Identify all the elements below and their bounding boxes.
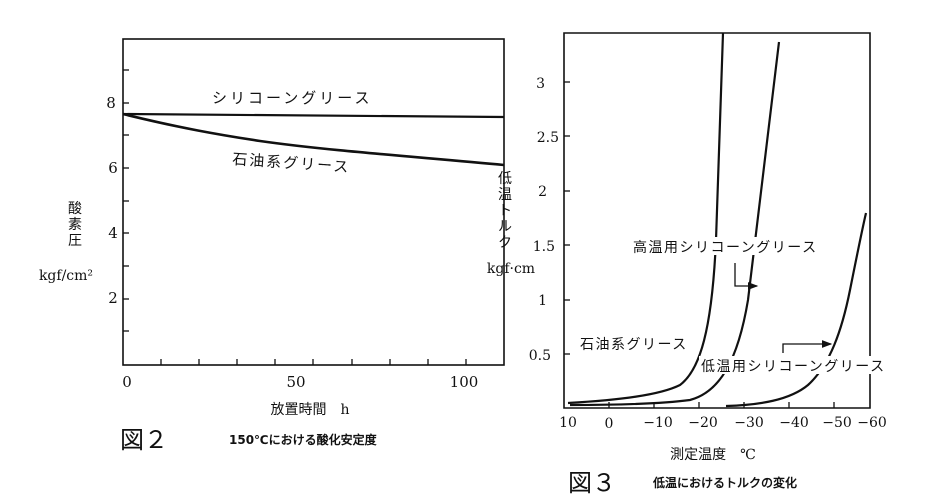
svg-text:ル: ル: [498, 219, 512, 235]
low-temp-silicone-label: 低温用シリコーングリース: [701, 359, 886, 375]
x-tick-label: −30: [734, 415, 764, 431]
y-tick-label: 0.5: [529, 348, 551, 364]
x-tick-label: 50: [286, 373, 305, 391]
high-temp-silicone-grease-curve: [569, 41, 781, 407]
x-tick-label: 0: [122, 373, 132, 391]
x-tick-label: 0: [605, 416, 614, 432]
svg-text:酸: 酸: [68, 201, 82, 217]
svg-text:温: 温: [498, 187, 512, 203]
svg-text:圧: 圧: [68, 233, 82, 249]
y-tick-label: 2.5: [537, 130, 559, 146]
x-tick-label: 100: [450, 373, 479, 391]
figure-3-number: 図３: [568, 469, 616, 497]
y-axis-unit: kgf/cm²: [39, 268, 93, 284]
petroleum-grease-label: 石油系グリース: [232, 150, 351, 176]
y-tick-label: 1: [538, 293, 547, 309]
y-tick-label: 3: [536, 76, 545, 92]
svg-text:素: 素: [68, 217, 82, 233]
x-tick-label: −50: [822, 415, 852, 431]
svg-text:ク: ク: [498, 235, 512, 251]
x-tick-label: −60: [857, 415, 887, 431]
figure-3-chart: 0.5 1 1.5 2 2.5 3 10 0 −10 −20 −30 −40 −…: [487, 32, 911, 497]
y-axis-label: 低 温 ト ル ク kgf·cm: [487, 171, 535, 277]
y-tick-label: 1.5: [533, 239, 555, 255]
y-axis-ticks: [564, 81, 570, 355]
svg-text:低: 低: [498, 171, 512, 187]
x-tick-label: −40: [779, 415, 809, 431]
plot-frame: [563, 32, 871, 409]
x-axis-label: 放置時間 h: [270, 402, 349, 418]
figure-2-chart: 2 4 6 8 0 50 100 シリコーングリース 石油系グリース 酸 素 圧…: [39, 38, 505, 454]
high-temp-silicone-label: 高温用シリコーングリース: [633, 239, 818, 256]
y-tick-label: 4: [108, 224, 118, 242]
svg-text:ト: ト: [498, 203, 512, 219]
figure-2-caption: 150℃における酸化安定度: [229, 432, 378, 447]
low-temp-silicone-grease-curve: [725, 212, 868, 408]
x-tick-label: −20: [688, 415, 718, 431]
y-axis-ticks: [123, 69, 129, 332]
x-axis-ticks: [160, 359, 467, 365]
y-tick-label: 2: [538, 184, 547, 200]
petroleum-grease-curve: [122, 112, 505, 167]
figure-3-caption: 低温におけるトルクの変化: [652, 475, 797, 490]
high-temp-arrow-icon: [734, 263, 759, 290]
x-tick-label: −10: [643, 415, 673, 431]
silicone-grease-label: シリコーングリース: [212, 89, 373, 107]
y-tick-label: 8: [106, 94, 116, 112]
petroleum-grease-curve: [567, 32, 725, 405]
figure-2-number: 図２: [120, 426, 168, 454]
x-tick-label: 10: [559, 415, 577, 431]
y-tick-label: 2: [108, 289, 118, 307]
y-axis-unit: kgf·cm: [487, 261, 535, 277]
plot-frame: [122, 38, 505, 366]
silicone-grease-curve: [122, 112, 505, 119]
label-mask: [630, 237, 830, 255]
x-axis-label: 測定温度 ℃: [670, 447, 756, 463]
petroleum-grease-label: 石油系グリース: [580, 337, 688, 353]
label-mask: [699, 356, 911, 374]
low-temp-arrow-icon: [782, 340, 833, 353]
y-axis-label: 酸 素 圧 kgf/cm²: [39, 201, 93, 284]
y-tick-label: 6: [108, 159, 118, 177]
